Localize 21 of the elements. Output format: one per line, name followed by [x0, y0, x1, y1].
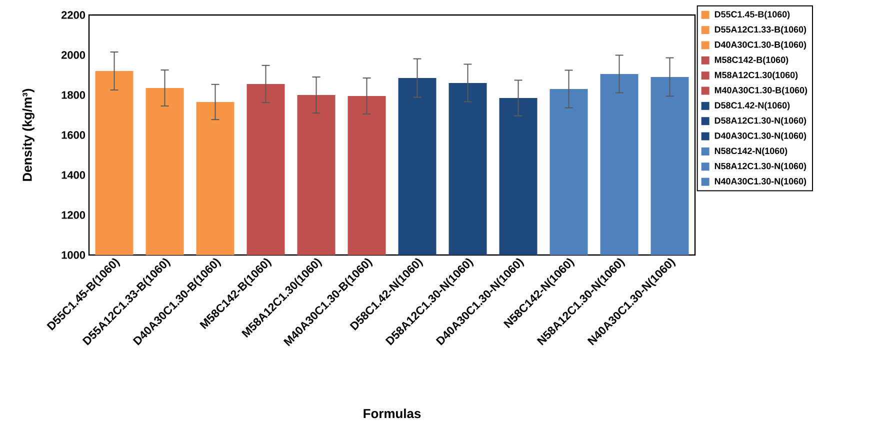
legend-label: M40A30C1.30-B(1060) [714, 86, 808, 96]
legend-label: D55A12C1.33-B(1060) [714, 26, 806, 34]
y-tick-label: 2200 [61, 11, 86, 19]
legend-label: D58C1.42-N(1060) [714, 102, 790, 110]
legend-label: D58A12C1.30-N(1060) [714, 117, 806, 126]
legend-label: N40A30C1.30-N(1060) [714, 178, 806, 186]
legend-label: M58A12C1.30(1060) [714, 72, 798, 80]
x-axis-title: Formulas [364, 408, 421, 418]
y-axis-title: Density (kg/m³) [22, 88, 34, 181]
y-tick-label: 1000 [62, 251, 86, 259]
legend-label: D55C1.45-B(1060) [714, 10, 790, 20]
y-tick-label: 1600 [62, 131, 86, 139]
y-tick-label: 2000 [61, 51, 86, 59]
legend-label: D40A30C1.30-N(1060) [714, 132, 806, 141]
y-tick-label: 1200 [62, 211, 86, 219]
legend-label: M58C142-B(1060) [714, 56, 788, 65]
legend-label: N58A12C1.30-N(1060) [714, 162, 806, 171]
legend-label: N58C142-N(1060) [714, 147, 788, 156]
legend-label: D40A30C1.30-B(1060) [714, 41, 806, 50]
y-tick-label: 1800 [62, 91, 86, 99]
y-tick-label: 1400 [62, 171, 86, 179]
